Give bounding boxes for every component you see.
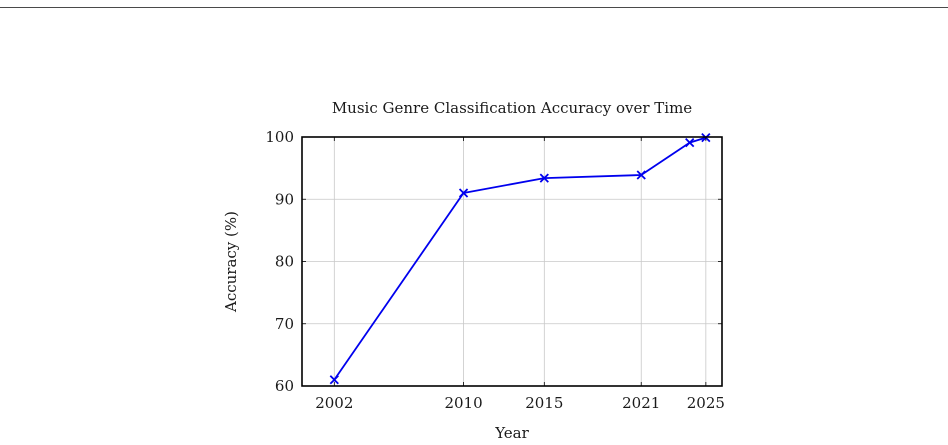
chart-title: Music Genre Classification Accuracy over… [332, 99, 692, 117]
marker-stroke [539, 173, 549, 183]
y-axis-label: Accuracy (%) [222, 211, 240, 313]
series-line [333, 136, 707, 381]
data-point-marker [329, 375, 339, 385]
y-tick-label: 80 [275, 253, 294, 271]
y-tick-label: 60 [275, 377, 294, 395]
data-point-marker [636, 170, 646, 180]
grid-lines [302, 136, 722, 387]
data-point-marker [458, 188, 469, 198]
x-tick-label: 2025 [687, 394, 725, 412]
x-tick-label: 2021 [622, 394, 660, 412]
data-point-marker [539, 173, 549, 183]
tick-labels: 2002 2010 2015 2021 2025 60 70 80 90 100 [265, 128, 725, 412]
data-point-marker [685, 137, 695, 148]
x-tick-label: 2015 [525, 394, 563, 412]
x-axis-label: Year [494, 424, 529, 442]
y-tick-label: 100 [265, 128, 294, 146]
marker-stroke [458, 188, 469, 198]
y-tick-label: 90 [275, 190, 294, 208]
y-tick-label: 70 [275, 315, 294, 333]
marker-stroke [329, 375, 339, 385]
x-tick-label: 2002 [315, 394, 353, 412]
series-layer [329, 132, 711, 385]
x-tick-label: 2010 [444, 394, 482, 412]
top-divider-line [0, 7, 948, 8]
marker-stroke [636, 170, 646, 180]
marker-stroke [685, 137, 695, 148]
